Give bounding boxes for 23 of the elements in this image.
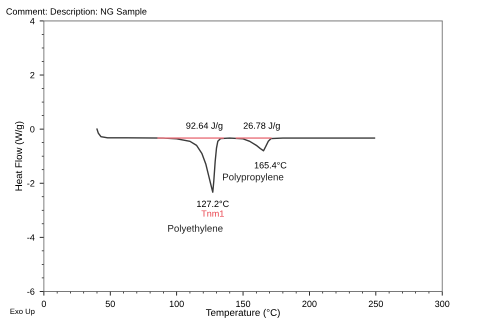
y-tick-label: 0 bbox=[30, 126, 34, 132]
annotation: 26.78 J/g bbox=[244, 122, 280, 131]
annotation: 165.4°C bbox=[254, 162, 286, 168]
x-tick-label: 250 bbox=[368, 300, 384, 308]
x-tick-label: 50 bbox=[106, 300, 115, 308]
x-tick-label: 200 bbox=[302, 300, 317, 308]
chart-title: Comment: Description: NG Sample bbox=[6, 8, 146, 16]
y-tick-label: -2 bbox=[27, 180, 34, 186]
y-axis-title: Heat Flow (W/g) bbox=[14, 122, 24, 190]
y-tick-label: -4 bbox=[27, 234, 35, 241]
y-tick-label: 2 bbox=[30, 72, 34, 78]
x-tick-label: 0 bbox=[42, 300, 46, 308]
x-axis-title: Temperature (°C) bbox=[206, 308, 280, 318]
y-tick-label: 4 bbox=[30, 18, 35, 24]
annotation: Polyethylene bbox=[168, 224, 223, 234]
x-tick-label: 300 bbox=[435, 300, 450, 308]
annotation: Polypropylene bbox=[223, 173, 284, 182]
annotation: Tnm1 bbox=[201, 210, 224, 217]
x-tick-label: 100 bbox=[170, 300, 184, 308]
annotation: 92.64 J/g bbox=[186, 122, 222, 131]
x-tick-label: 150 bbox=[236, 300, 250, 308]
annotation: 127.2°C bbox=[197, 200, 229, 208]
y-tick-label: -6 bbox=[27, 288, 34, 295]
